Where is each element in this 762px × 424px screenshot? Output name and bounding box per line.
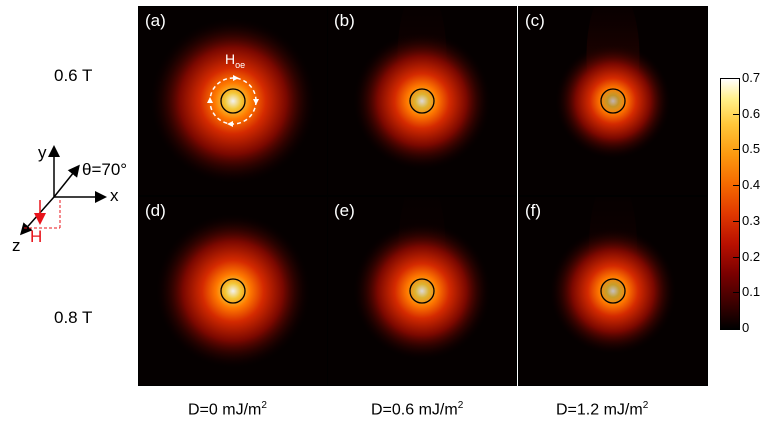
panel-label: (b) [334,11,355,30]
colorbar-tick: 0.7 [742,70,761,85]
colorbar-tick: 0 [742,320,750,335]
colorbar-tick: 0.3 [742,212,761,228]
panel-label: (e) [334,201,355,220]
column-label-d0: D=0 mJ/m2 [188,400,267,419]
y-axis-label: y [38,143,47,162]
nanocontact-circle [409,278,435,304]
panel-label: (a) [145,11,166,30]
panel-b: (b) [327,6,517,196]
panel-label: (d) [145,201,166,220]
axes-diagram [20,145,107,236]
nanocontact-circle [220,88,246,114]
colorbar-tick: 0.4 [742,177,761,193]
oersted-field-label: Hoe [225,51,246,70]
colorbar-tick: 0.1 [742,284,761,300]
nanocontact-circle [409,88,435,114]
column-label-d12: D=1.2 mJ/m2 [556,400,649,419]
panel-c: (c) [518,6,708,196]
colorbar-tick: 0.2 [742,248,761,264]
colorbar-tick: 0.5 [742,141,761,157]
panel-a: (a) Hoe [138,6,328,196]
nanocontact-circle [220,278,246,304]
nanocontact-circle [600,278,626,304]
panel-label: (f) [525,201,542,220]
z-axis-label: z [12,236,21,255]
theta-arrow [53,164,80,198]
theta-label: θ=70° [82,160,128,179]
colorbar-tick: 0.6 [742,105,761,121]
colorbar [720,78,740,330]
h-field-label: H [30,227,43,246]
panel-d: (d) [138,196,328,386]
nanocontact-circle [600,88,626,114]
row-label-0.8T: 0.8 T [54,308,93,327]
row-label-0.6T: 0.6 T [54,66,93,85]
panel-label: (c) [525,11,545,30]
panel-f: (f) [518,196,708,386]
column-label-d06: D=0.6 mJ/m2 [371,400,464,419]
x-axis-label: x [110,186,119,205]
panel-e: (e) [327,196,517,386]
